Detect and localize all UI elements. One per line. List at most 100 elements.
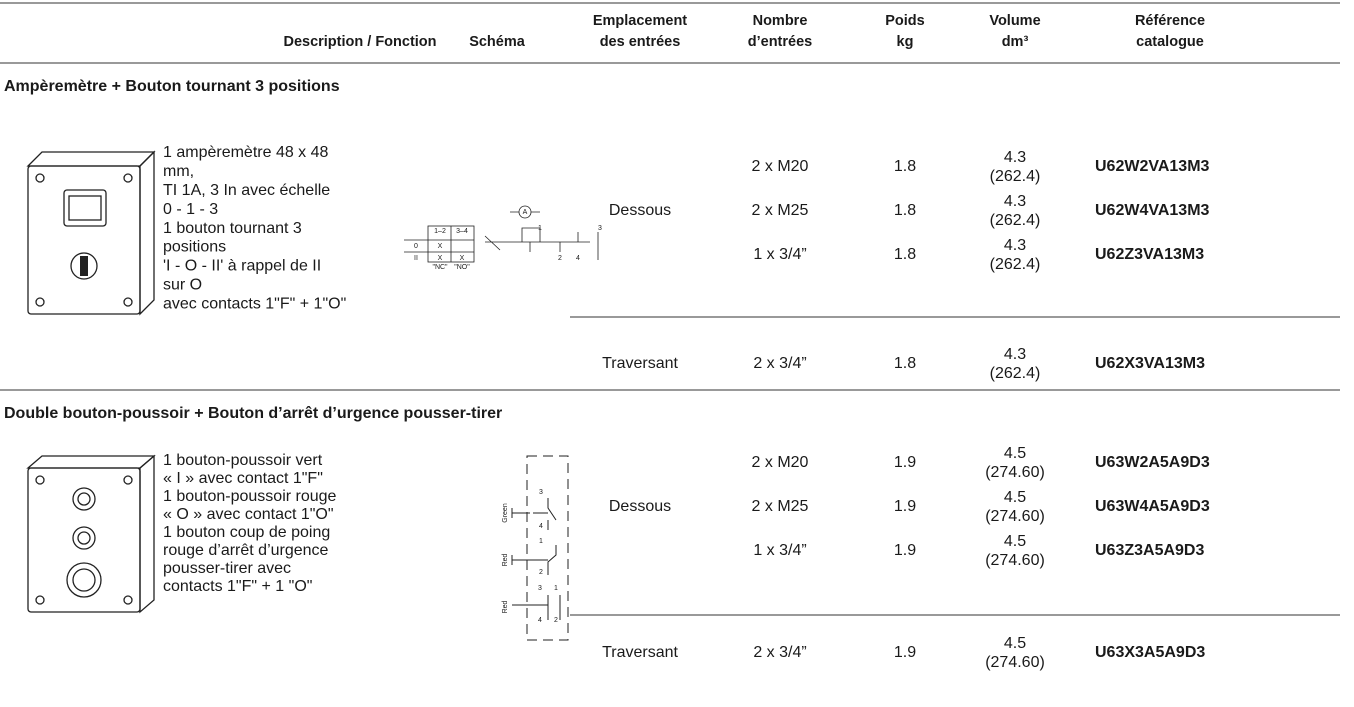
volume: (274.60) xyxy=(985,508,1045,525)
description-line: sur O xyxy=(163,277,202,294)
schema-label: X xyxy=(438,243,443,250)
weight: 1.8 xyxy=(894,246,916,263)
volume: 4.5 xyxy=(1004,533,1026,550)
reference: U63Z3A5A9D3 xyxy=(1095,542,1204,559)
schema-label: Red xyxy=(502,553,509,566)
header-cell: des entrées xyxy=(600,34,681,50)
schema-label: 3 xyxy=(539,489,543,496)
schema-label: "NO" xyxy=(454,264,470,271)
reference: U62Z3VA13M3 xyxy=(1095,246,1204,263)
reference: U63X3A5A9D3 xyxy=(1095,644,1205,661)
description-line: 1 bouton-poussoir vert xyxy=(163,452,323,469)
location: Traversant xyxy=(602,355,678,372)
volume: (262.4) xyxy=(990,256,1041,273)
location: Dessous xyxy=(609,498,671,515)
entries: 2 x 3/4” xyxy=(753,644,806,661)
volume: 4.3 xyxy=(1004,237,1026,254)
volume: 4.5 xyxy=(1004,445,1026,462)
description-line: contacts 1"F" + 1 "O" xyxy=(163,578,312,595)
schema-drawing xyxy=(404,205,599,263)
header-cell: Emplacement xyxy=(593,13,687,29)
description-line: TI 1A, 3 In avec échelle xyxy=(163,182,330,199)
entries: 1 x 3/4” xyxy=(753,246,806,263)
description-line: « O » avec contact 1"O" xyxy=(163,506,334,523)
schema-label: Red xyxy=(502,600,509,613)
schema-label: 1 xyxy=(538,225,542,232)
section-title: Double bouton-poussoir + Bouton d’arrêt … xyxy=(4,405,502,422)
header-cell: Poids xyxy=(885,13,924,29)
volume: (274.60) xyxy=(985,464,1045,481)
reference: U62W2VA13M3 xyxy=(1095,158,1210,175)
schema-label: 1–2 xyxy=(434,228,446,235)
location: Traversant xyxy=(602,644,678,661)
schema-label: 3 xyxy=(538,585,542,592)
schema-label: 0 xyxy=(414,243,418,250)
schema-label: II xyxy=(414,255,418,262)
weight: 1.9 xyxy=(894,498,916,515)
schema-label: X xyxy=(460,255,465,262)
entries: 2 x 3/4” xyxy=(753,355,806,372)
weight: 1.8 xyxy=(894,158,916,175)
volume: 4.3 xyxy=(1004,149,1026,166)
schema-label: 2 xyxy=(558,255,562,262)
description-line: 'I - O - II' à rappel de II xyxy=(163,258,321,275)
schema-label: 4 xyxy=(538,617,542,624)
header-cell: Schéma xyxy=(469,34,526,50)
enclosure-drawing xyxy=(26,454,156,614)
schema-label: 2 xyxy=(539,569,543,576)
volume: (274.60) xyxy=(985,552,1045,569)
entries: 1 x 3/4” xyxy=(753,542,806,559)
header-cell: catalogue xyxy=(1136,34,1204,50)
description-line: 1 bouton-poussoir rouge xyxy=(163,488,337,505)
schema-label: 1 xyxy=(539,538,543,545)
header-cell: Volume xyxy=(989,13,1040,29)
reference: U62W4VA13M3 xyxy=(1095,202,1210,219)
description-line: « I » avec contact 1"F" xyxy=(163,470,323,487)
volume: (262.4) xyxy=(990,168,1041,185)
schema-label: "NC" xyxy=(432,264,448,271)
entries: 2 x M25 xyxy=(752,202,809,219)
description-line: positions xyxy=(163,239,226,256)
schema-label: 3 xyxy=(598,225,602,232)
schema-label: 3–4 xyxy=(456,228,468,235)
weight: 1.9 xyxy=(894,644,916,661)
entries: 2 x M20 xyxy=(752,454,809,471)
volume: (262.4) xyxy=(990,212,1041,229)
volume: 4.5 xyxy=(1004,635,1026,652)
header-cell: dm³ xyxy=(1002,34,1029,50)
weight: 1.9 xyxy=(894,454,916,471)
schema-label: A xyxy=(523,209,528,216)
schema-label: 1 xyxy=(554,585,558,592)
section-title: Ampèremètre + Bouton tournant 3 position… xyxy=(4,78,340,95)
description-line: mm, xyxy=(163,163,194,180)
volume: (262.4) xyxy=(990,365,1041,382)
header-cell: kg xyxy=(897,34,914,50)
reference: U62X3VA13M3 xyxy=(1095,355,1205,372)
schema-label: 4 xyxy=(576,255,580,262)
schema-label: 2 xyxy=(554,617,558,624)
description-line: 0 - 1 - 3 xyxy=(163,201,218,218)
reference: U63W4A5A9D3 xyxy=(1095,498,1210,515)
weight: 1.8 xyxy=(894,355,916,372)
description-line: rouge d’arrêt d’urgence xyxy=(163,542,329,559)
reference: U63W2A5A9D3 xyxy=(1095,454,1210,471)
weight: 1.9 xyxy=(894,542,916,559)
description-line: 1 bouton tournant 3 xyxy=(163,220,302,237)
entries: 2 x M25 xyxy=(752,498,809,515)
enclosure-drawing xyxy=(26,150,156,316)
description-line: 1 ampèremètre 48 x 48 xyxy=(163,144,329,161)
description-line: avec contacts 1"F" + 1"O" xyxy=(163,295,346,312)
location: Dessous xyxy=(609,202,671,219)
header-cell: Description / Fonction xyxy=(283,34,436,50)
schema-label: 4 xyxy=(539,523,543,530)
volume: 4.5 xyxy=(1004,489,1026,506)
schema-label: X xyxy=(438,255,443,262)
volume: 4.3 xyxy=(1004,193,1026,210)
weight: 1.8 xyxy=(894,202,916,219)
volume: 4.3 xyxy=(1004,346,1026,363)
entries: 2 x M20 xyxy=(752,158,809,175)
schema-label: Green xyxy=(502,503,509,523)
volume: (274.60) xyxy=(985,654,1045,671)
description-line: 1 bouton coup de poing xyxy=(163,524,330,541)
